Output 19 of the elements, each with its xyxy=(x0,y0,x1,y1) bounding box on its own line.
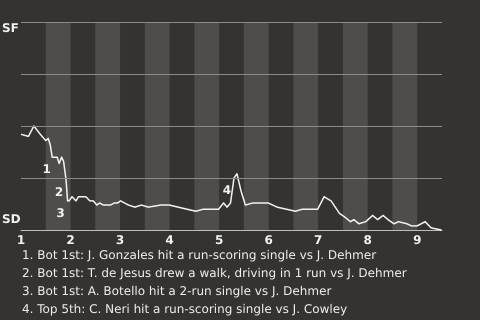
text: SF xyxy=(2,21,19,35)
text: 1. Bot 1st: J. Gonzales hit a run-scoring single vs J. Dehmer xyxy=(22,247,378,264)
x-tick-label: 4 xyxy=(165,233,174,247)
text: 4. Top 5th: C. Neri hit a run-scoring single vs J. Cowley xyxy=(22,301,348,318)
text: 2. Bot 1st: T. de Jesus drew a walk, driving in 1 run vs J. Dehmer xyxy=(22,265,408,282)
x-tick-label: 6 xyxy=(264,233,273,247)
x-tick-label: 3 xyxy=(116,233,124,247)
text: SD xyxy=(2,212,21,226)
annotation: 1 xyxy=(42,162,51,176)
x-tick-label: 8 xyxy=(364,233,372,247)
x-tick-label: 1 xyxy=(16,233,26,247)
x-tick-label: 5 xyxy=(214,233,224,247)
annotation: 2 xyxy=(54,185,64,200)
annotation: 3 xyxy=(56,206,65,220)
x-tick-label: 7 xyxy=(314,233,322,247)
annotation: 4 xyxy=(222,183,232,197)
text: 3. Bot 1st: A. Botello hit a 2-run single vs J. Dehmer xyxy=(22,283,332,300)
x-tick-label: 9 xyxy=(413,233,422,247)
x-tick-label: 2 xyxy=(66,233,75,247)
